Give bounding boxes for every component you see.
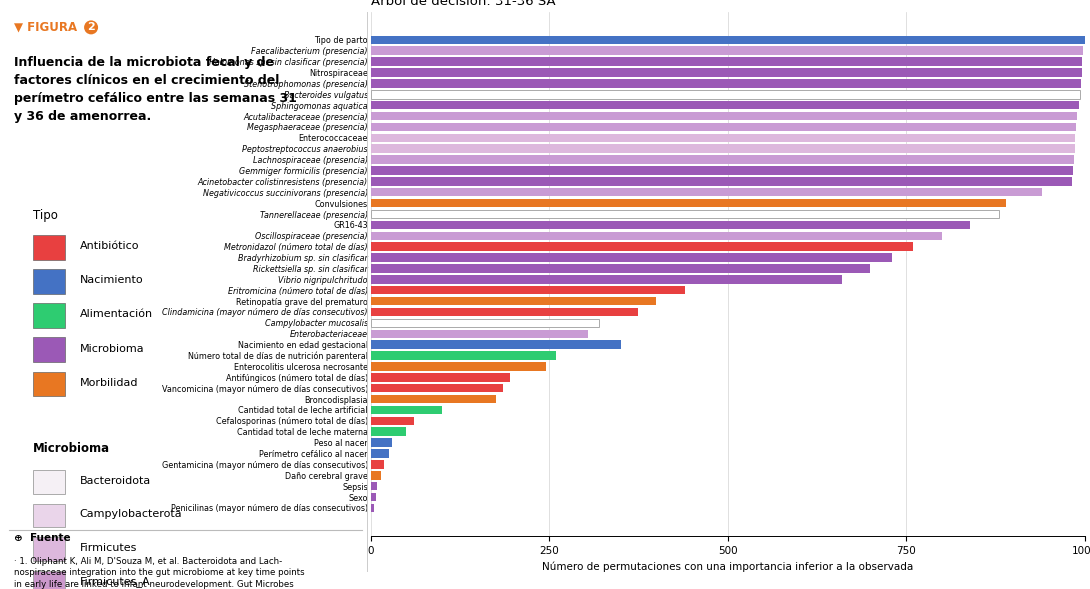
Bar xyxy=(371,438,392,447)
Bar xyxy=(371,286,685,294)
Bar xyxy=(371,123,1076,131)
Text: Firmicutes_A: Firmicutes_A xyxy=(80,576,150,587)
Bar xyxy=(371,351,556,360)
Bar xyxy=(371,362,546,370)
Text: Bacteroidota: Bacteroidota xyxy=(80,476,150,485)
Bar xyxy=(371,199,1006,207)
Bar xyxy=(371,307,639,316)
Bar xyxy=(371,297,656,305)
Text: Nacimiento: Nacimiento xyxy=(80,275,143,285)
Bar xyxy=(371,221,970,229)
Bar xyxy=(371,384,502,392)
Text: Árbol de decisión: 31-36 SA: Árbol de decisión: 31-36 SA xyxy=(371,0,555,8)
Bar xyxy=(371,243,913,251)
Bar xyxy=(371,493,376,501)
Text: · 1. Oliphant K, Ali M, D'Souza M, et al. Bacteroidota and Lach-
nospiraceae int: · 1. Oliphant K, Ali M, D'Souza M, et al… xyxy=(14,557,305,589)
Bar xyxy=(371,90,1079,98)
Bar xyxy=(371,449,388,458)
Bar xyxy=(371,47,1083,55)
Bar xyxy=(371,373,510,382)
Bar xyxy=(371,471,380,479)
Bar xyxy=(371,68,1081,77)
Bar xyxy=(371,101,1079,110)
Text: Influencia de la microbiota fecal y de
factores clínicos en el crecimiento del
p: Influencia de la microbiota fecal y de f… xyxy=(14,56,298,123)
Bar xyxy=(371,177,1073,186)
Text: Campylobacterota: Campylobacterota xyxy=(80,509,182,519)
Bar xyxy=(371,112,1077,120)
Bar xyxy=(371,319,600,327)
Bar xyxy=(371,416,413,425)
Bar xyxy=(371,253,892,262)
Bar xyxy=(371,428,407,436)
Bar xyxy=(371,482,377,491)
Bar xyxy=(371,340,620,349)
Bar xyxy=(371,264,871,273)
Bar xyxy=(371,155,1074,164)
Text: Tipo: Tipo xyxy=(33,209,58,222)
Bar xyxy=(371,188,1042,197)
Text: ⊕  Fuente: ⊕ Fuente xyxy=(14,533,71,543)
Text: Alimentación: Alimentación xyxy=(80,309,153,319)
Text: 2: 2 xyxy=(87,22,95,32)
Bar xyxy=(371,504,374,512)
Text: Antibiótico: Antibiótico xyxy=(80,241,140,251)
Bar xyxy=(371,134,1075,142)
Text: ▼ FIGURA: ▼ FIGURA xyxy=(14,21,77,34)
Bar xyxy=(371,460,384,469)
Bar xyxy=(371,57,1082,66)
Text: Microbioma: Microbioma xyxy=(33,442,110,455)
Text: Microbioma: Microbioma xyxy=(80,343,144,353)
Bar xyxy=(371,35,1085,44)
Text: Firmicutes: Firmicutes xyxy=(80,543,137,552)
Bar xyxy=(371,144,1075,153)
Bar xyxy=(371,231,942,240)
Bar xyxy=(371,329,589,338)
Bar xyxy=(371,210,998,219)
X-axis label: Número de permutaciones con una importancia inferior a la observada: Número de permutaciones con una importan… xyxy=(542,561,913,572)
Bar xyxy=(371,166,1074,175)
Text: Morbilidad: Morbilidad xyxy=(80,378,138,388)
Bar xyxy=(371,395,496,403)
Bar xyxy=(371,406,443,414)
Bar xyxy=(371,79,1081,88)
Bar xyxy=(371,275,841,283)
